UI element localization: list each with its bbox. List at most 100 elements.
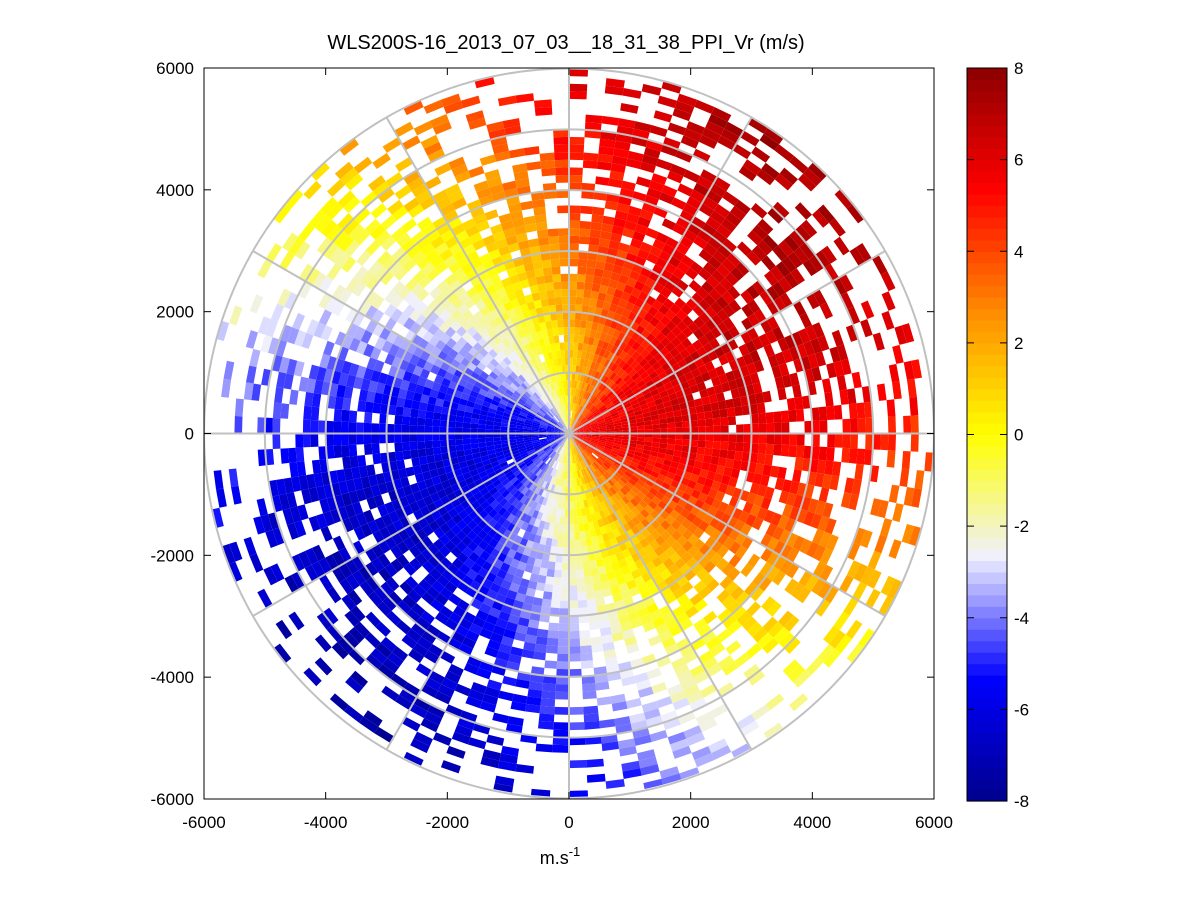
velocity-cell bbox=[758, 423, 767, 434]
velocity-cell bbox=[608, 303, 619, 313]
velocity-cell bbox=[639, 371, 649, 380]
velocity-cell bbox=[556, 668, 569, 677]
velocity-cell bbox=[541, 598, 552, 608]
velocity-cell bbox=[578, 365, 584, 374]
velocity-cell bbox=[735, 545, 748, 559]
velocity-cell bbox=[686, 196, 703, 210]
velocity-cell bbox=[605, 419, 614, 424]
velocity-cell bbox=[696, 447, 706, 455]
velocity-cell bbox=[676, 524, 688, 536]
velocity-cell bbox=[614, 377, 623, 386]
velocity-cell bbox=[551, 460, 557, 469]
velocity-cell bbox=[760, 319, 773, 334]
velocity-cell bbox=[593, 496, 600, 505]
velocity-cell bbox=[592, 275, 603, 285]
velocity-cell bbox=[614, 435, 623, 440]
velocity-cell bbox=[488, 508, 498, 519]
velocity-cell bbox=[716, 321, 729, 335]
velocity-cell bbox=[531, 509, 539, 519]
velocity-cell bbox=[573, 471, 577, 479]
velocity-cell bbox=[604, 334, 613, 344]
velocity-cell bbox=[833, 611, 850, 631]
velocity-cell bbox=[510, 558, 520, 569]
velocity-cell bbox=[618, 614, 631, 625]
velocity-cell bbox=[789, 506, 801, 521]
velocity-cell bbox=[686, 222, 702, 236]
velocity-cell bbox=[331, 566, 346, 583]
velocity-cell bbox=[575, 412, 580, 420]
velocity-cell bbox=[681, 315, 694, 327]
velocity-cell bbox=[576, 434, 584, 437]
velocity-cell bbox=[599, 427, 607, 431]
velocity-cell bbox=[621, 180, 636, 192]
velocity-cell bbox=[660, 144, 678, 157]
velocity-cell bbox=[595, 380, 603, 389]
velocity-cell bbox=[450, 546, 463, 558]
velocity-cell bbox=[594, 399, 602, 407]
velocity-cell bbox=[705, 418, 714, 427]
velocity-cell bbox=[553, 461, 559, 469]
velocity-cell bbox=[437, 684, 455, 698]
velocity-cell bbox=[451, 631, 466, 644]
velocity-cell bbox=[628, 369, 637, 378]
velocity-cell bbox=[463, 557, 476, 569]
velocity-cell bbox=[394, 433, 402, 443]
velocity-cell bbox=[728, 379, 738, 391]
velocity-cell bbox=[569, 547, 576, 556]
velocity-cell bbox=[593, 371, 601, 380]
velocity-cell bbox=[664, 546, 676, 558]
velocity-cell bbox=[822, 502, 834, 519]
velocity-cell bbox=[636, 512, 646, 523]
velocity-cell bbox=[571, 440, 574, 449]
velocity-cell bbox=[498, 611, 511, 622]
velocity-cell bbox=[580, 538, 587, 547]
velocity-cell bbox=[742, 501, 754, 514]
velocity-cell bbox=[572, 463, 575, 472]
velocity-cell bbox=[621, 760, 641, 772]
velocity-cell bbox=[853, 563, 868, 582]
velocity-cell bbox=[526, 556, 536, 566]
velocity-cell bbox=[558, 454, 562, 463]
velocity-cell bbox=[591, 321, 599, 331]
velocity-cell bbox=[618, 507, 628, 517]
velocity-cell bbox=[710, 326, 723, 339]
velocity-cell bbox=[433, 538, 445, 551]
velocity-cell bbox=[603, 490, 611, 500]
velocity-cell bbox=[631, 458, 640, 465]
velocity-cell bbox=[807, 498, 819, 514]
velocity-cell bbox=[515, 679, 530, 689]
velocity-cell bbox=[782, 349, 794, 363]
velocity-cell bbox=[598, 404, 606, 412]
velocity-cell bbox=[687, 545, 699, 558]
velocity-cell bbox=[600, 492, 607, 502]
velocity-cell bbox=[421, 591, 435, 605]
velocity-cell bbox=[681, 518, 692, 530]
velocity-cell bbox=[888, 539, 902, 559]
velocity-cell bbox=[584, 367, 591, 376]
velocity-cell bbox=[675, 427, 684, 434]
velocity-cell bbox=[280, 448, 290, 464]
velocity-cell bbox=[540, 453, 548, 461]
velocity-cell bbox=[731, 605, 747, 620]
velocity-cell bbox=[762, 390, 772, 403]
velocity-cell bbox=[689, 593, 703, 606]
velocity-cell bbox=[422, 524, 434, 537]
velocity-cell bbox=[692, 304, 705, 317]
velocity-cell bbox=[422, 560, 435, 574]
velocity-cell bbox=[725, 485, 736, 497]
velocity-cell bbox=[573, 421, 580, 428]
velocity-cell bbox=[639, 614, 653, 626]
velocity-cell bbox=[621, 436, 630, 440]
velocity-cell bbox=[740, 395, 750, 407]
velocity-cell bbox=[569, 593, 578, 601]
velocity-cell bbox=[806, 541, 820, 558]
velocity-cell bbox=[572, 395, 575, 404]
velocity-cell bbox=[600, 277, 611, 287]
velocity-cell bbox=[846, 560, 861, 579]
velocity-cell bbox=[605, 441, 614, 446]
velocity-cell bbox=[614, 481, 623, 490]
velocity-cell bbox=[634, 451, 643, 457]
velocity-cell bbox=[535, 582, 546, 592]
velocity-cell bbox=[664, 309, 676, 321]
velocity-cell bbox=[480, 756, 500, 769]
